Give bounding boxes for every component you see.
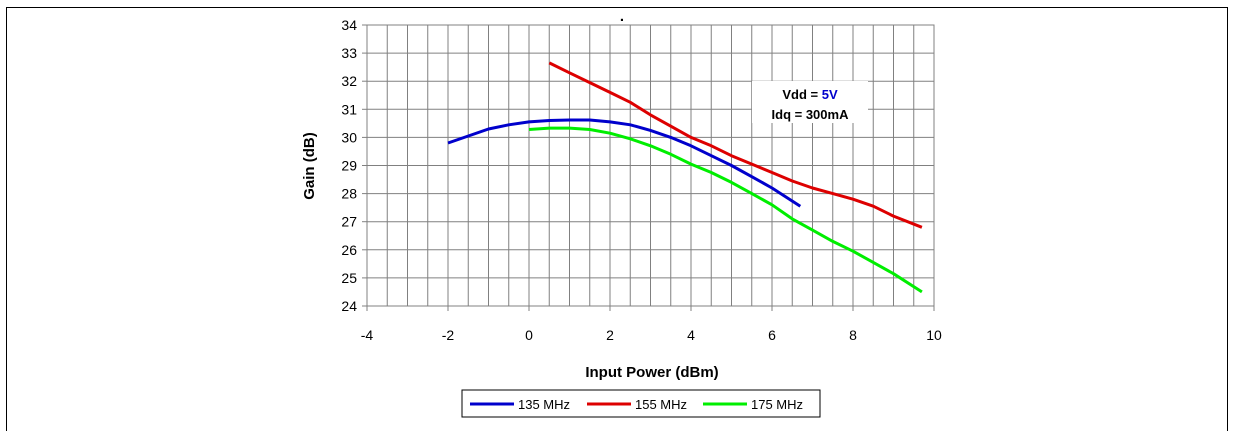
y-tick-label: 26	[341, 242, 357, 258]
series-line-175-mhz	[528, 126, 923, 294]
legend-label-155-mhz: 155 MHz	[635, 397, 687, 412]
x-tick-label: 8	[849, 327, 857, 343]
x-tick-label: 2	[606, 327, 614, 343]
vdd-value: 5V	[822, 87, 838, 102]
x-tick-label: -2	[442, 327, 455, 343]
idq-annotation: Idq = 300mA	[772, 107, 850, 122]
axes	[362, 24, 935, 311]
series-line-155-mhz	[548, 61, 923, 229]
x-tick-label: -4	[361, 327, 374, 343]
bias-annotation: Vdd = 5V Idq = 300mA	[752, 81, 868, 123]
y-tick-label: 25	[341, 270, 357, 286]
y-tick-label: 29	[341, 158, 357, 174]
chart-title: .	[620, 8, 624, 25]
vdd-annotation: Vdd = 5V	[782, 87, 838, 102]
x-axis-title: Input Power (dBm)	[585, 364, 718, 381]
legend-label-135-mhz: 135 MHz	[518, 397, 570, 412]
y-tick-label: 33	[341, 45, 357, 61]
y-tick-label: 24	[341, 298, 357, 314]
y-tick-label: 28	[341, 186, 357, 202]
legend-label-175-mhz: 175 MHz	[751, 397, 803, 412]
x-tick-label: 10	[926, 327, 942, 343]
series-lines	[447, 61, 923, 294]
y-tick-label: 34	[341, 17, 357, 33]
x-tick-labels: -4 -2 0 2 4 6 8 10	[361, 327, 942, 343]
x-tick-label: 0	[525, 327, 533, 343]
x-tick-label: 6	[768, 327, 776, 343]
y-tick-label: 31	[341, 101, 357, 117]
y-tick-label: 30	[341, 129, 357, 145]
y-axis-title: Gain (dB)	[301, 132, 318, 200]
vdd-label: Vdd =	[782, 87, 821, 102]
y-tick-label: 27	[341, 214, 357, 230]
series-line-135-mhz	[447, 118, 802, 208]
y-tick-label: 32	[341, 73, 357, 89]
y-tick-labels: 24 25 26 27 28 29 30 31 32 33 34	[341, 17, 357, 314]
x-tick-label: 4	[687, 327, 695, 343]
legend: 135 MHz 155 MHz 175 MHz	[461, 389, 821, 418]
